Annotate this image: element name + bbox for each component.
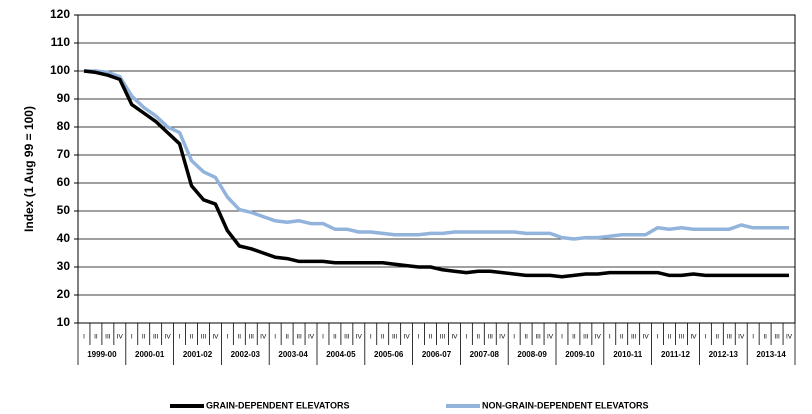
x-tick-label: II bbox=[285, 334, 289, 341]
x-tick-label: III bbox=[679, 334, 685, 341]
x-tick-label: III bbox=[201, 334, 207, 341]
x-tick-label: III bbox=[105, 334, 111, 341]
x-group-label: 2000-01 bbox=[135, 350, 165, 359]
x-tick-label: III bbox=[249, 334, 255, 341]
x-group-label: 2010-11 bbox=[613, 350, 642, 359]
y-tick-label: 50 bbox=[57, 203, 71, 217]
x-tick-label: II bbox=[763, 334, 767, 341]
x-tick-label: II bbox=[333, 334, 337, 341]
x-tick-label: II bbox=[477, 334, 481, 341]
x-tick-label: III bbox=[344, 334, 350, 341]
y-axis-label: Index (1 Aug 99 = 100) bbox=[22, 106, 36, 232]
x-tick-label: III bbox=[392, 334, 398, 341]
x-tick-label: III bbox=[488, 334, 494, 341]
x-tick-label: IV bbox=[117, 334, 124, 341]
x-group-label: 2002-03 bbox=[231, 350, 261, 359]
series-line bbox=[83, 69, 790, 279]
x-tick-label: II bbox=[620, 334, 624, 341]
x-tick-label: I bbox=[83, 334, 85, 341]
x-tick-label: I bbox=[704, 334, 706, 341]
y-tick-label: 40 bbox=[57, 231, 71, 245]
x-tick-label: III bbox=[153, 334, 159, 341]
x-tick-label: IV bbox=[260, 334, 267, 341]
x-group-label: 2011-12 bbox=[661, 350, 690, 359]
x-tick-label: III bbox=[440, 334, 446, 341]
x-group-label: 1999-00 bbox=[87, 350, 117, 359]
x-tick-label: IV bbox=[738, 334, 745, 341]
x-tick-label: II bbox=[381, 334, 385, 341]
x-group-label: 2004-05 bbox=[326, 350, 356, 359]
x-tick-label: IV bbox=[308, 334, 315, 341]
x-tick-label: IV bbox=[451, 334, 458, 341]
y-tick-label: 10 bbox=[57, 315, 71, 329]
y-tick-label: 20 bbox=[57, 287, 71, 301]
x-tick-label: III bbox=[296, 334, 302, 341]
x-group-label: 2005-06 bbox=[374, 350, 404, 359]
x-tick-label: II bbox=[668, 334, 672, 341]
x-tick-label: II bbox=[429, 334, 433, 341]
x-tick-label: IV bbox=[547, 334, 554, 341]
x-tick-label: I bbox=[322, 334, 324, 341]
x-tick-label: I bbox=[274, 334, 276, 341]
x-tick-label: II bbox=[716, 334, 720, 341]
x-tick-label: III bbox=[583, 334, 589, 341]
y-tick-label: 80 bbox=[57, 119, 71, 133]
x-tick-label: I bbox=[657, 334, 659, 341]
y-tick-label: 70 bbox=[57, 147, 71, 161]
x-tick-label: IV bbox=[690, 334, 697, 341]
legend-label: GRAIN-DEPENDENT ELEVATORS bbox=[206, 400, 350, 410]
y-tick-label: 120 bbox=[50, 7, 70, 21]
x-tick-label: III bbox=[774, 334, 780, 341]
x-tick-label: III bbox=[631, 334, 637, 341]
x-group-label: 2001-02 bbox=[183, 350, 213, 359]
x-group-label: 2003-04 bbox=[278, 350, 308, 359]
x-tick-label: I bbox=[418, 334, 420, 341]
x-tick-label: II bbox=[238, 334, 242, 341]
x-group-label: 2013-14 bbox=[756, 350, 786, 359]
series-line bbox=[83, 69, 790, 241]
x-tick-label: IV bbox=[499, 334, 506, 341]
y-tick-label: 60 bbox=[57, 175, 71, 189]
x-tick-label: IV bbox=[595, 334, 602, 341]
x-tick-label: I bbox=[370, 334, 372, 341]
x-group-label: 2007-08 bbox=[470, 350, 500, 359]
x-tick-label: II bbox=[190, 334, 194, 341]
x-tick-label: I bbox=[513, 334, 515, 341]
x-tick-label: II bbox=[142, 334, 146, 341]
legend-label: NON-GRAIN-DEPENDENT ELEVATORS bbox=[482, 400, 649, 410]
x-tick-label: I bbox=[179, 334, 181, 341]
x-tick-label: I bbox=[226, 334, 228, 341]
x-group-label: 2012-13 bbox=[709, 350, 739, 359]
x-tick-label: IV bbox=[212, 334, 219, 341]
x-tick-label: IV bbox=[404, 334, 411, 341]
x-tick-label: II bbox=[94, 334, 98, 341]
y-tick-label: 30 bbox=[57, 259, 71, 273]
x-group-label: 2009-10 bbox=[565, 350, 595, 359]
x-tick-label: II bbox=[572, 334, 576, 341]
x-tick-label: I bbox=[561, 334, 563, 341]
x-tick-label: I bbox=[131, 334, 133, 341]
x-tick-label: I bbox=[609, 334, 611, 341]
y-tick-label: 110 bbox=[51, 35, 71, 49]
x-tick-label: III bbox=[535, 334, 541, 341]
y-tick-label: 100 bbox=[50, 63, 70, 77]
x-tick-label: IV bbox=[356, 334, 363, 341]
x-tick-label: I bbox=[752, 334, 754, 341]
y-tick-label: 90 bbox=[57, 91, 71, 105]
x-tick-label: II bbox=[524, 334, 528, 341]
x-tick-label: III bbox=[727, 334, 733, 341]
x-group-label: 2006-07 bbox=[422, 350, 452, 359]
x-tick-label: IV bbox=[643, 334, 650, 341]
x-group-label: 2008-09 bbox=[517, 350, 547, 359]
x-tick-label: I bbox=[465, 334, 467, 341]
x-tick-label: IV bbox=[786, 334, 793, 341]
x-tick-label: IV bbox=[165, 334, 172, 341]
